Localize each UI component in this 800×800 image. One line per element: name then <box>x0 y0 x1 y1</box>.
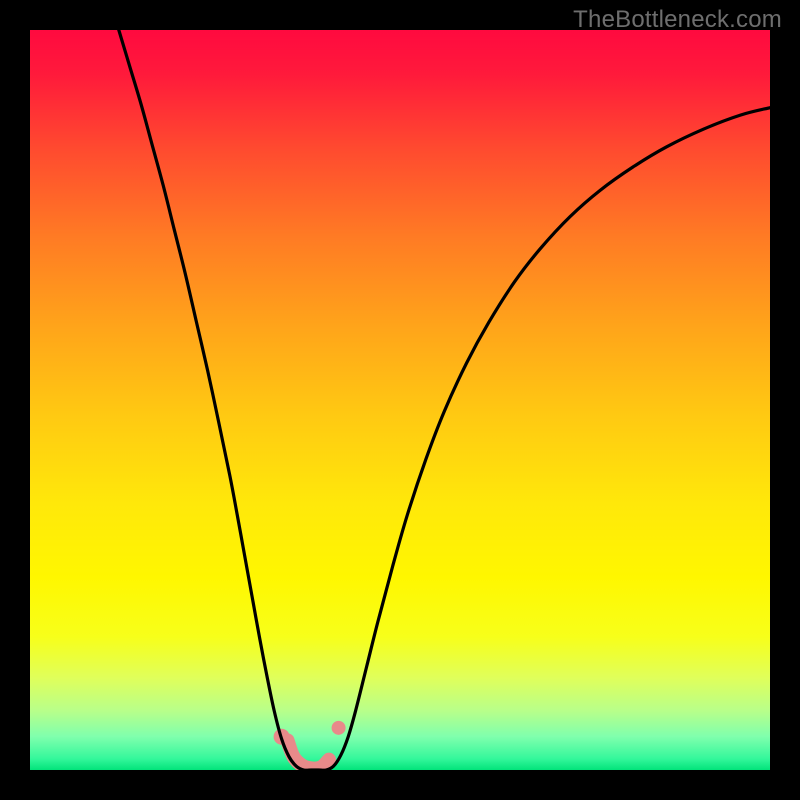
marker-dot <box>332 721 346 735</box>
plot-area <box>30 30 770 770</box>
chart-svg <box>30 30 770 770</box>
gradient-background <box>30 30 770 770</box>
chart-frame: TheBottleneck.com <box>0 0 800 800</box>
